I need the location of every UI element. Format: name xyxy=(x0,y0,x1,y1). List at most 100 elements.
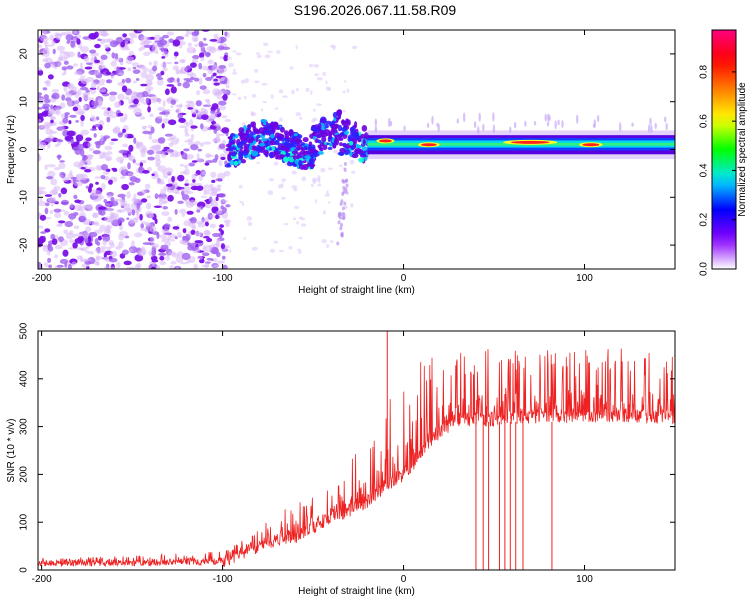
noise-blob xyxy=(132,66,137,70)
noise-blob xyxy=(85,62,93,65)
noise-blob xyxy=(145,97,150,104)
noise-blob xyxy=(72,242,78,249)
noise-blob xyxy=(183,220,191,227)
noise-blob xyxy=(46,143,51,149)
noise-blob xyxy=(113,198,119,202)
transition-blob xyxy=(302,136,309,143)
noise-blob xyxy=(63,229,69,235)
speckle xyxy=(246,216,253,221)
speckle xyxy=(254,68,259,73)
noise-blob xyxy=(119,61,124,66)
noise-blob xyxy=(45,176,54,180)
noise-blob xyxy=(162,99,166,107)
noise-blob xyxy=(116,156,125,163)
noise-blob xyxy=(201,114,209,121)
noise-blob xyxy=(117,81,125,87)
x-tick-label: 100 xyxy=(576,273,593,284)
noise-blob xyxy=(105,224,113,230)
noise-blob xyxy=(47,170,56,178)
noise-blob xyxy=(89,49,97,54)
noise-blob xyxy=(75,110,85,115)
noise-blob xyxy=(175,36,185,40)
noise-blob xyxy=(171,181,179,186)
transition-blob xyxy=(329,142,333,147)
noise-blob xyxy=(190,125,198,129)
noise-blob xyxy=(192,54,200,60)
noise-blob xyxy=(117,100,122,108)
noise-blob xyxy=(62,176,69,182)
speckle xyxy=(295,44,298,50)
y-tick-label: 200 xyxy=(19,466,30,483)
noise-blob xyxy=(207,59,214,65)
noise-blob xyxy=(156,78,164,86)
noise-blob xyxy=(132,69,141,74)
noise-blob xyxy=(200,195,208,199)
noise-blob xyxy=(58,220,66,224)
transition-blob xyxy=(332,144,337,149)
speckle xyxy=(253,80,260,84)
noise-blob xyxy=(200,107,206,114)
noise-blob xyxy=(99,87,107,93)
noise-blob xyxy=(73,194,78,200)
hotspot-core xyxy=(378,139,392,143)
noise-blob xyxy=(47,243,52,251)
transition-blob xyxy=(280,136,285,142)
noise-blob xyxy=(184,183,190,186)
noise-blob xyxy=(183,148,190,152)
noise-blob xyxy=(94,123,101,128)
noise-blob xyxy=(194,30,200,36)
noise-blob xyxy=(201,219,207,223)
noise-blob xyxy=(192,178,196,183)
noise-blob xyxy=(167,77,174,83)
noise-blob xyxy=(38,261,42,269)
noise-blob xyxy=(149,145,158,150)
noise-blob xyxy=(166,84,175,87)
y-tick-label: 0 xyxy=(19,567,30,573)
noise-blob xyxy=(57,154,61,161)
tail-blob xyxy=(343,161,347,166)
speckle xyxy=(289,66,294,70)
noise-blob xyxy=(179,208,187,214)
noise-blob xyxy=(123,131,128,139)
signal-spur xyxy=(557,119,560,126)
speckle xyxy=(300,217,306,221)
noise-blob xyxy=(217,172,226,180)
noise-blob xyxy=(100,245,107,250)
transition-blob xyxy=(293,133,298,137)
noise-blob xyxy=(67,263,72,269)
noise-blob xyxy=(175,256,184,263)
noise-blob xyxy=(60,199,70,206)
noise-blob xyxy=(117,93,125,101)
noise-blob xyxy=(124,113,128,121)
noise-blob xyxy=(186,210,194,215)
noise-blob xyxy=(221,127,230,134)
noise-blob xyxy=(140,71,148,79)
noise-blob xyxy=(164,113,169,118)
noise-blob xyxy=(216,96,223,100)
speckle xyxy=(324,193,331,197)
speckle xyxy=(339,164,343,168)
noise-blob xyxy=(190,229,196,235)
noise-blob xyxy=(190,76,195,81)
noise-blob xyxy=(203,37,207,41)
noise-blob xyxy=(140,150,146,158)
noise-blob xyxy=(188,183,195,186)
noise-blob xyxy=(102,171,110,175)
speckle xyxy=(288,245,293,250)
noise-blob xyxy=(224,221,231,228)
speckle xyxy=(281,196,286,200)
signal-spur xyxy=(576,114,579,124)
noise-blob xyxy=(93,133,97,138)
noise-blob xyxy=(100,54,108,61)
signal-spur xyxy=(596,114,600,123)
noise-blob xyxy=(107,194,113,199)
noise-blob xyxy=(182,228,187,234)
transition-blob xyxy=(279,126,285,133)
noise-blob xyxy=(47,257,52,263)
noise-blob xyxy=(120,176,126,180)
speckle xyxy=(308,63,314,68)
transition-blob xyxy=(227,154,231,159)
speckle xyxy=(342,90,346,94)
noise-blob xyxy=(174,236,178,240)
noise-blob xyxy=(225,84,230,89)
